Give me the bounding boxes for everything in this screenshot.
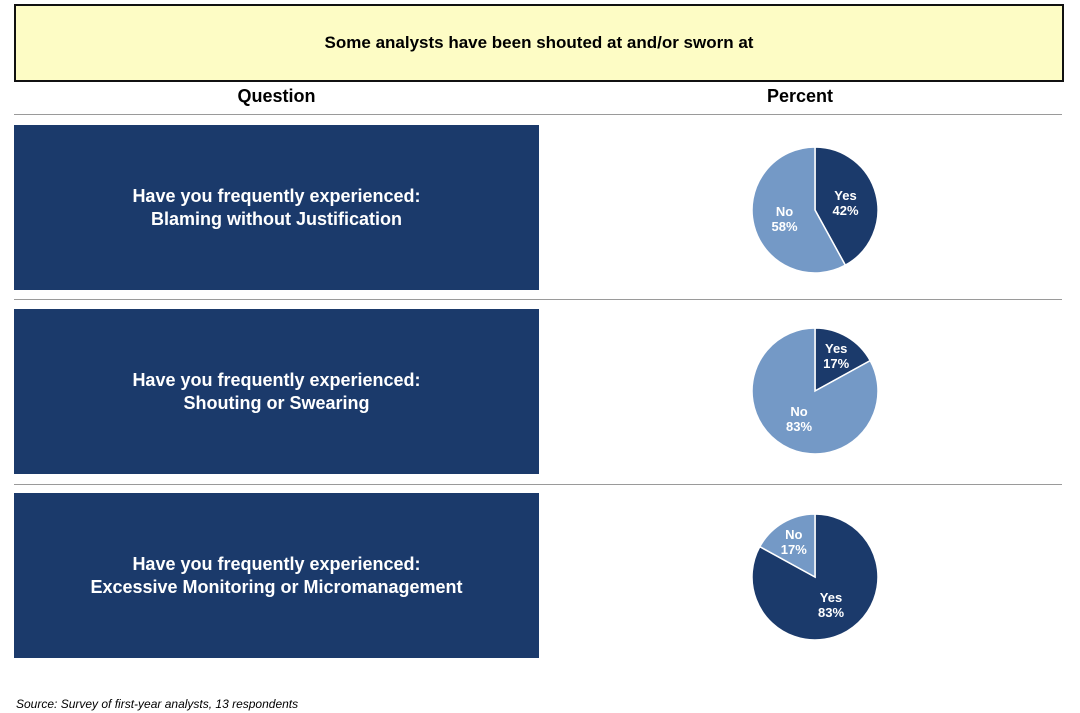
pie-3-label-yes: Yes — [820, 590, 842, 605]
question-3-line-2: Excessive Monitoring or Micromanagement — [90, 576, 463, 597]
title-banner: Some analysts have been shouted at and/o… — [14, 4, 1064, 82]
question-3-line-1: Have you frequently experienced: — [132, 553, 421, 574]
question-box-3: Have you frequently experienced: Excessi… — [14, 493, 539, 658]
pie-2-slice-no — [751, 327, 879, 455]
pie-2-value-no: 83% — [786, 419, 812, 434]
pie-2-slice-yes — [814, 327, 872, 393]
pie-1-label-yes: Yes — [834, 188, 856, 203]
question-1-line-1: Have you frequently experienced: — [132, 185, 421, 206]
column-header-question: Question — [237, 86, 316, 106]
row-divider-1 — [14, 299, 1062, 300]
question-box-2: Have you frequently experienced: Shoutin… — [14, 309, 539, 474]
pie-3-value-no: 17% — [781, 542, 807, 557]
header-divider — [14, 114, 1062, 115]
question-1-line-2: Blaming without Justification — [150, 208, 402, 229]
pie-1-slice-no — [751, 146, 847, 274]
pie-3-slice-no — [758, 513, 816, 579]
question-2-line-1: Have you frequently experienced: — [132, 369, 421, 390]
source-note: Source: Survey of first-year analysts, 1… — [16, 697, 299, 711]
pie-2-label-no: No — [790, 404, 807, 419]
chart-title: Some analysts have been shouted at and/o… — [324, 33, 754, 52]
pie-1-value-no: 58% — [771, 219, 797, 234]
pie-3-label-no: No — [785, 527, 802, 542]
column-header-percent: Percent — [766, 86, 834, 106]
question-2-line-2: Shouting or Swearing — [183, 392, 370, 413]
pie-2-label-yes: Yes — [825, 341, 847, 356]
pie-1-label-no: No — [776, 204, 793, 219]
question-box-1: Have you frequently experienced: Blaming… — [14, 125, 539, 290]
pie-1-slice-yes — [814, 146, 879, 267]
pie-2-value-yes: 17% — [823, 356, 849, 371]
row-divider-2 — [14, 484, 1062, 485]
pie-1-value-yes: 42% — [832, 203, 858, 218]
pie-3-value-yes: 83% — [818, 605, 844, 620]
